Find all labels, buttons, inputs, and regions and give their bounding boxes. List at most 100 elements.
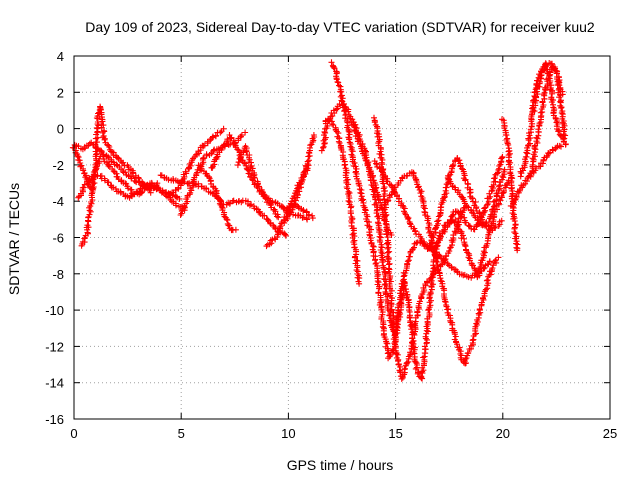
data-point (481, 205, 488, 212)
data-point (540, 67, 547, 74)
data-point (277, 223, 284, 229)
data-point (514, 247, 521, 254)
data-point (389, 184, 396, 191)
data-point (106, 144, 113, 150)
data-point (357, 189, 364, 196)
series-track-7 (157, 172, 289, 239)
data-point (251, 175, 258, 181)
data-point (495, 183, 502, 190)
y-tick-label: -6 (52, 231, 64, 246)
data-point (209, 134, 216, 141)
data-point (84, 222, 91, 229)
data-point (556, 142, 563, 149)
data-point (497, 197, 504, 204)
data-point (76, 157, 83, 164)
data-point (464, 203, 471, 210)
data-point (562, 141, 569, 148)
data-point (479, 257, 486, 264)
data-point (346, 190, 353, 196)
data-point (267, 219, 273, 226)
data-point (482, 286, 489, 293)
data-point (484, 201, 490, 208)
data-point (228, 135, 235, 142)
data-point (402, 270, 409, 276)
data-point (200, 155, 207, 162)
data-point (427, 241, 434, 248)
data-point (486, 258, 493, 265)
data-point (415, 183, 422, 190)
data-point (465, 222, 472, 229)
data-point (384, 240, 390, 247)
data-point (554, 82, 561, 89)
data-point (527, 126, 534, 133)
data-point (353, 125, 360, 132)
data-point (486, 272, 493, 278)
data-point (377, 238, 384, 245)
data-point (473, 322, 480, 328)
data-point (558, 109, 565, 116)
data-point (345, 197, 352, 204)
data-point (534, 135, 541, 142)
data-point (80, 184, 87, 191)
data-point (203, 151, 210, 158)
data-point (391, 332, 398, 339)
data-point (178, 208, 185, 215)
data-point (198, 167, 205, 174)
data-point (495, 254, 502, 261)
data-point (473, 205, 479, 212)
data-point (449, 162, 456, 169)
data-point (389, 347, 396, 354)
data-point (494, 170, 501, 177)
data-point (352, 121, 359, 128)
data-point (422, 333, 429, 340)
data-point (251, 174, 257, 181)
data-point (356, 280, 363, 287)
data-point (95, 110, 101, 117)
chart-title: Day 109 of 2023, Sidereal Day-to-day VTE… (85, 19, 595, 35)
data-point (181, 179, 188, 186)
data-point (372, 257, 378, 264)
data-point (398, 375, 405, 382)
data-point (376, 215, 383, 222)
data-point (474, 217, 481, 224)
data-point (537, 78, 543, 85)
data-point (424, 336, 430, 343)
data-point (353, 267, 360, 274)
data-point (412, 228, 419, 235)
y-tick-label: 4 (57, 49, 64, 64)
data-point (234, 146, 241, 153)
series-track-24 (499, 116, 521, 254)
data-point (105, 153, 112, 160)
data-point (437, 233, 444, 240)
data-point (384, 293, 391, 300)
data-point (411, 244, 417, 251)
data-point (98, 124, 105, 131)
data-point (434, 218, 441, 225)
data-point (264, 216, 271, 223)
data-point (527, 140, 533, 147)
data-point (305, 153, 312, 160)
data-point (189, 179, 196, 186)
data-point (462, 356, 469, 363)
series-track-15 (322, 115, 363, 287)
data-point (244, 166, 251, 173)
data-point (498, 193, 505, 200)
data-point (504, 181, 510, 188)
data-point (377, 234, 384, 241)
data-point (345, 127, 352, 134)
data-point (509, 175, 516, 182)
data-point (176, 195, 183, 202)
data-point (481, 249, 488, 256)
x-tick-label: 25 (603, 426, 617, 441)
data-point (440, 256, 447, 262)
data-point (401, 282, 408, 289)
data-point (117, 189, 124, 196)
x-tick-label: 20 (496, 426, 510, 441)
data-point (385, 249, 391, 256)
data-point (446, 248, 453, 254)
y-axis-label: SDTVAR / TECUs (6, 183, 22, 295)
y-tick-label: 2 (57, 85, 64, 100)
data-point (309, 215, 316, 222)
data-point (307, 142, 314, 149)
